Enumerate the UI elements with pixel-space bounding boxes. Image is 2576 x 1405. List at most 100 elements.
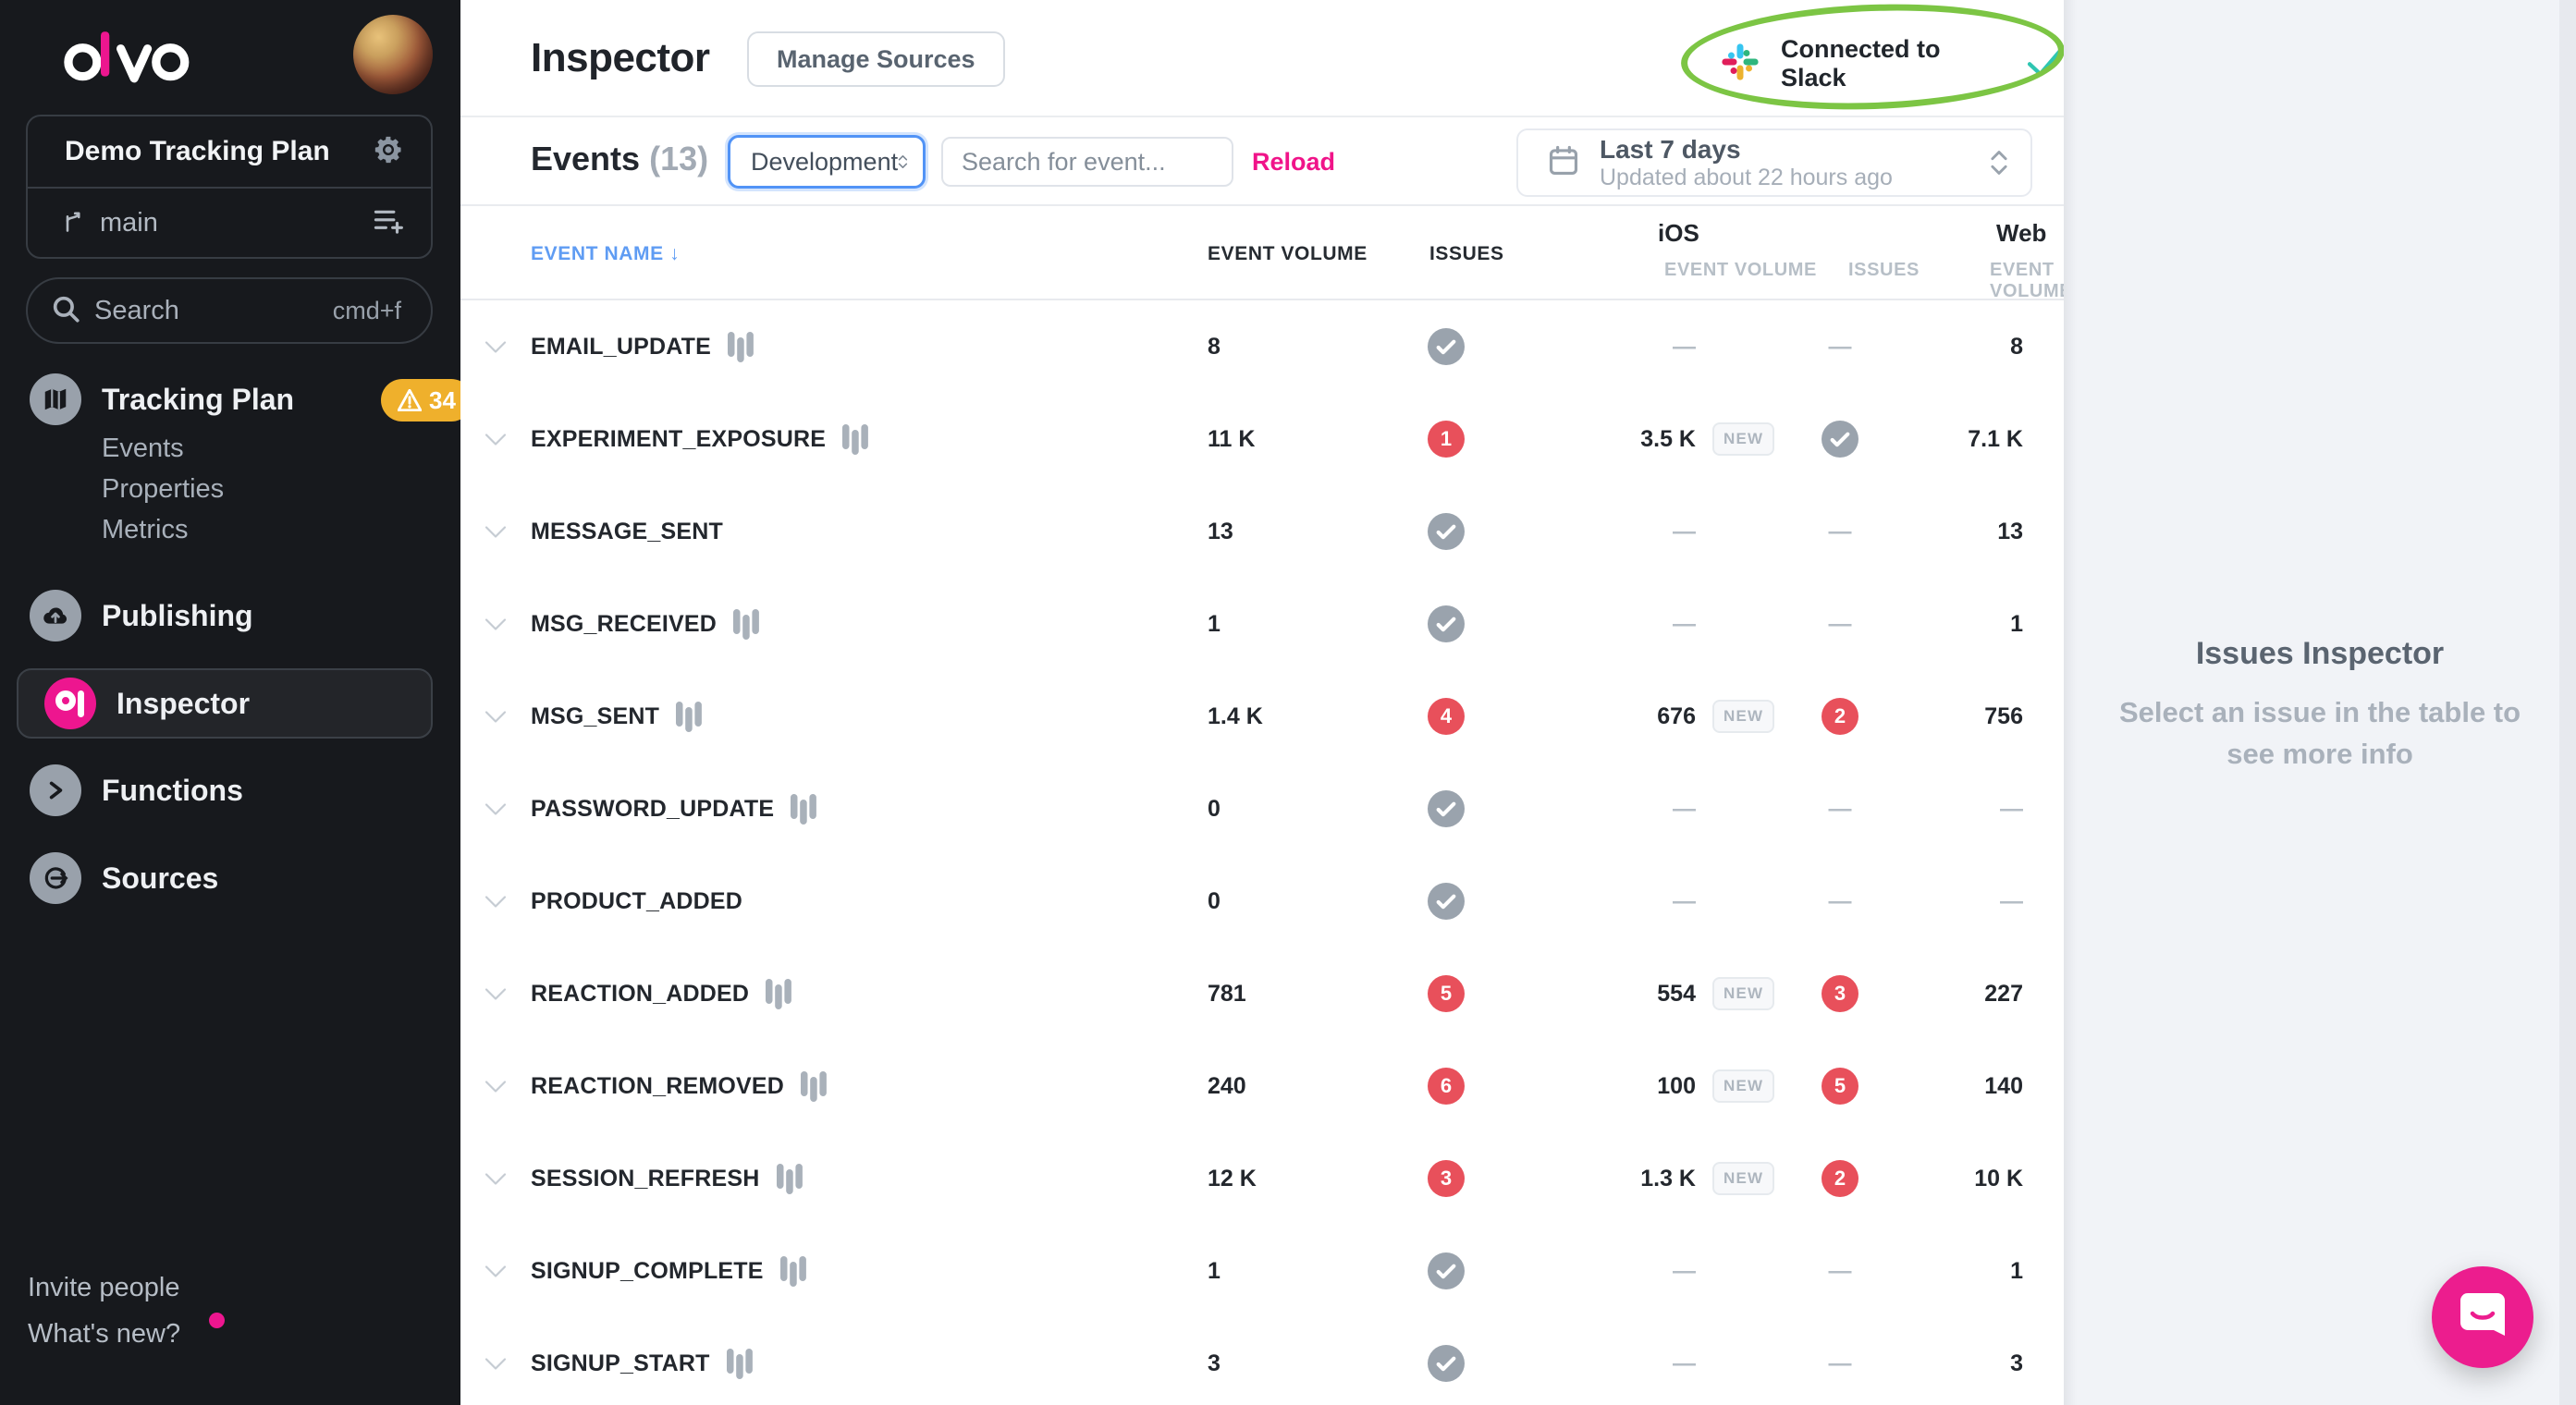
event-name[interactable]: REACTION_ADDED	[531, 980, 750, 1007]
issue-count-badge[interactable]: 3	[1428, 1160, 1465, 1197]
date-range-select[interactable]: Last 7 days Updated about 22 hours ago	[1516, 128, 2032, 197]
row-expand-chevron-icon[interactable]	[460, 617, 531, 631]
event-volume: 3	[1208, 1350, 1221, 1376]
row-expand-chevron-icon[interactable]	[460, 433, 531, 446]
slack-connection-status[interactable]: Connected to Slack	[1720, 35, 2064, 92]
event-name-cell: SESSION_REFRESH	[531, 1163, 1202, 1194]
row-expand-chevron-icon[interactable]	[460, 525, 531, 539]
row-expand-chevron-icon[interactable]	[460, 802, 531, 816]
table-row[interactable]: REACTION_REMOVED 240 6 100 NEW 5 140	[460, 1040, 2064, 1132]
event-name[interactable]: MSG_RECEIVED	[531, 610, 718, 637]
sources-icon	[30, 852, 81, 904]
row-expand-chevron-icon[interactable]	[460, 1080, 531, 1093]
sidebar-item-properties[interactable]: Properties	[102, 474, 225, 504]
table-row[interactable]: PRODUCT_ADDED 0 — — —	[460, 855, 2064, 947]
inspector-icon	[44, 678, 96, 729]
row-expand-chevron-icon[interactable]	[460, 1357, 531, 1371]
issue-count-badge[interactable]: 6	[1428, 1068, 1465, 1105]
issues-status	[1424, 513, 1563, 550]
issue-count-badge[interactable]: 1	[1428, 421, 1465, 458]
event-search-input[interactable]	[941, 137, 1233, 187]
event-variants-icon	[733, 608, 759, 640]
table-row[interactable]: REACTION_ADDED 781 5 554 NEW 3 227	[460, 947, 2064, 1040]
row-expand-chevron-icon[interactable]	[460, 1172, 531, 1186]
sidebar-item-events[interactable]: Events	[102, 434, 184, 463]
manage-sources-button[interactable]: Manage Sources	[747, 31, 1005, 87]
event-name[interactable]: MESSAGE_SENT	[531, 518, 724, 544]
issues-count-badge[interactable]: 34	[381, 379, 472, 422]
web-volume-value: 1	[2010, 1257, 2023, 1284]
environment-select[interactable]: Development	[728, 135, 926, 189]
new-branch-icon[interactable]	[374, 207, 405, 239]
new-badge: NEW	[1712, 977, 1775, 1010]
column-header-ios-issues[interactable]: ISSUES	[1848, 260, 1920, 280]
sidebar-item-tracking-plan[interactable]: Tracking Plan 34	[30, 373, 472, 425]
table-row[interactable]: EMAIL_UPDATE 8 — — 8	[460, 300, 2064, 393]
event-name-cell: MESSAGE_SENT	[531, 519, 1202, 545]
table-row[interactable]: MSG_SENT 1.4 K 4 676 NEW 2 756	[460, 670, 2064, 763]
issues-status: 3	[1424, 1160, 1563, 1197]
sidebar-item-metrics[interactable]: Metrics	[102, 515, 189, 544]
sidebar-item-sources[interactable]: Sources	[30, 852, 218, 904]
table-row[interactable]: PASSWORD_UPDATE 0 — — —	[460, 763, 2064, 855]
issue-count-badge[interactable]: 4	[1428, 698, 1465, 735]
gear-icon[interactable]	[372, 133, 405, 171]
event-name[interactable]: SESSION_REFRESH	[531, 1165, 760, 1191]
scrollbar-track[interactable]	[2559, 0, 2576, 1405]
table-row[interactable]: SESSION_REFRESH 12 K 3 1.3 K NEW 2 10 K	[460, 1132, 2064, 1225]
issue-count-badge[interactable]: 2	[1822, 698, 1858, 735]
event-name[interactable]: PRODUCT_ADDED	[531, 887, 743, 914]
sidebar-search[interactable]: Search cmd+f	[26, 277, 433, 344]
issue-count-badge[interactable]: 5	[1428, 975, 1465, 1012]
new-badge: NEW	[1712, 422, 1775, 456]
table-row[interactable]: SIGNUP_COMPLETE 1 — — 1	[460, 1225, 2064, 1317]
empty-value: —	[1673, 887, 1696, 914]
table-row[interactable]: MESSAGE_SENT 13 — — 13	[460, 485, 2064, 578]
event-name[interactable]: MSG_SENT	[531, 702, 660, 729]
web-event-volume: 7.1 K	[1895, 426, 2023, 453]
event-name[interactable]: EXPERIMENT_EXPOSURE	[531, 425, 827, 452]
row-expand-chevron-icon[interactable]	[460, 1264, 531, 1278]
column-group-ios: iOS	[1658, 219, 1699, 247]
row-expand-chevron-icon[interactable]	[460, 340, 531, 354]
column-header-event-name[interactable]: EVENT NAME ↓	[531, 243, 681, 264]
invite-people-link[interactable]: Invite people	[28, 1273, 180, 1302]
sidebar: Demo Tracking Plan main	[0, 0, 472, 1405]
sidebar-item-publishing[interactable]: Publishing	[30, 590, 253, 641]
table-row[interactable]: SIGNUP_START 3 — — 3	[460, 1317, 2064, 1405]
reload-link[interactable]: Reload	[1252, 148, 1336, 176]
ios-volume-value: 100	[1657, 1072, 1696, 1099]
event-name[interactable]: PASSWORD_UPDATE	[531, 795, 775, 822]
event-name[interactable]: SIGNUP_START	[531, 1350, 710, 1376]
column-header-issues[interactable]: ISSUES	[1429, 243, 1504, 264]
ok-check-icon	[1428, 790, 1465, 827]
workspace-row[interactable]: Demo Tracking Plan	[28, 116, 431, 189]
web-event-volume: 8	[1895, 334, 2023, 360]
event-name[interactable]: REACTION_REMOVED	[531, 1072, 785, 1099]
event-name[interactable]: SIGNUP_COMPLETE	[531, 1257, 764, 1284]
sidebar-item-inspector[interactable]: Inspector	[17, 668, 433, 739]
row-expand-chevron-icon[interactable]	[460, 987, 531, 1001]
branch-row[interactable]: main	[28, 189, 431, 257]
issue-count-badge[interactable]: 2	[1822, 1160, 1858, 1197]
ios-issues-status: —	[1785, 334, 1895, 360]
issue-count-badge[interactable]: 3	[1822, 975, 1858, 1012]
ios-event-volume: —	[1563, 1258, 1696, 1285]
event-volume: 240	[1208, 1072, 1246, 1099]
issue-count-badge[interactable]: 5	[1822, 1068, 1858, 1105]
column-header-event-volume[interactable]: EVENT VOLUME	[1208, 243, 1368, 264]
chat-launcher-button[interactable]	[2432, 1266, 2533, 1368]
avo-logo-icon[interactable]	[57, 26, 205, 92]
event-volume: 12 K	[1208, 1165, 1257, 1191]
sidebar-item-functions[interactable]: Functions	[30, 764, 243, 816]
column-header-web-volume[interactable]: EVENT VOLUME	[1990, 260, 2064, 301]
whats-new-link[interactable]: What's new?	[28, 1319, 181, 1349]
column-header-ios-volume[interactable]: EVENT VOLUME	[1664, 260, 1817, 280]
table-row[interactable]: EXPERIMENT_EXPOSURE 11 K 1 3.5 K NEW 7.1 K	[460, 393, 2064, 485]
search-shortcut: cmd+f	[332, 296, 401, 324]
row-expand-chevron-icon[interactable]	[460, 895, 531, 909]
event-name[interactable]: EMAIL_UPDATE	[531, 333, 712, 360]
user-avatar[interactable]	[353, 15, 433, 94]
row-expand-chevron-icon[interactable]	[460, 710, 531, 724]
table-row[interactable]: MSG_RECEIVED 1 — — 1	[460, 578, 2064, 670]
